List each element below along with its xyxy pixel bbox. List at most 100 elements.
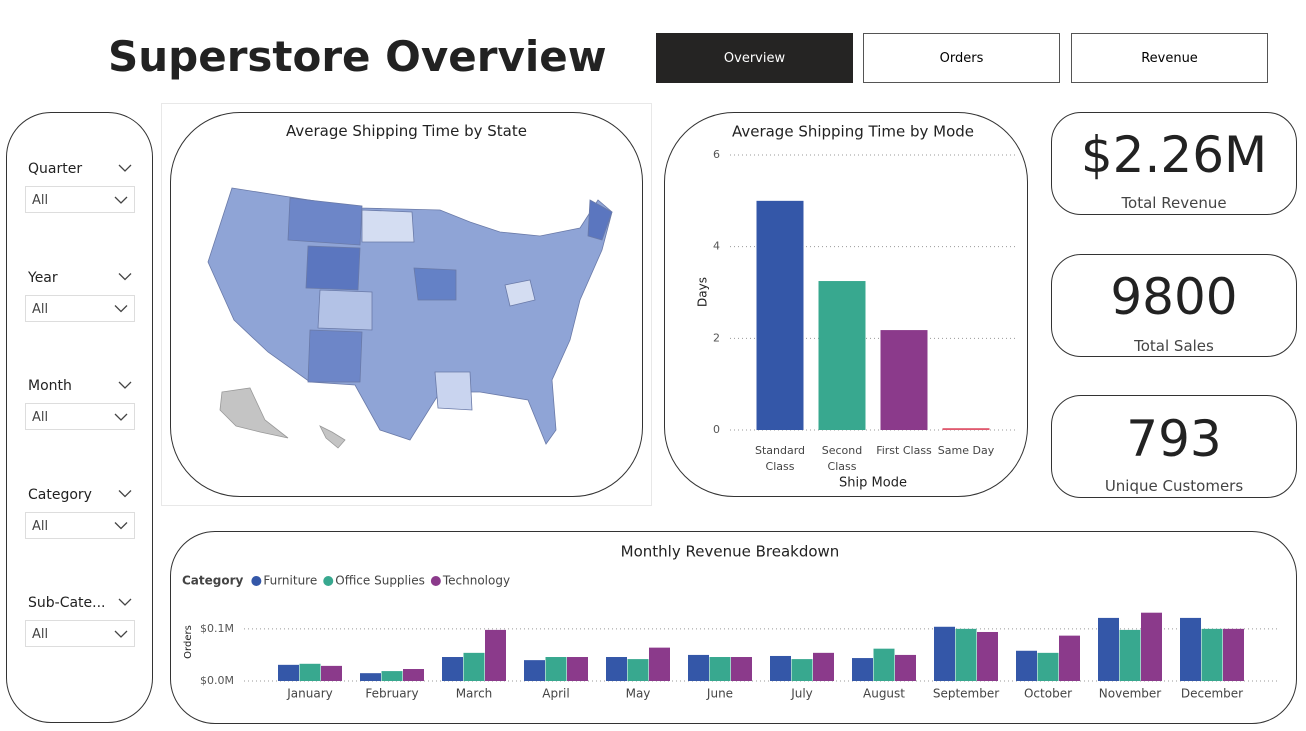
x-tick-label: May bbox=[626, 687, 651, 701]
filter-label: Category bbox=[28, 486, 92, 503]
bar bbox=[485, 629, 506, 681]
chevron bbox=[118, 490, 132, 498]
legend-title: Category bbox=[182, 574, 244, 588]
filter-dropdown[interactable]: All bbox=[25, 403, 135, 430]
bar bbox=[709, 657, 731, 681]
legend-marker bbox=[323, 576, 334, 586]
bar bbox=[756, 200, 804, 430]
x-axis-title: Ship Mode bbox=[839, 476, 907, 491]
legend-label: Technology bbox=[442, 574, 510, 588]
tab[interactable]: Overview bbox=[656, 33, 853, 83]
map-state bbox=[307, 329, 363, 383]
map-state bbox=[504, 279, 536, 307]
chart-title: Average Shipping Time by Mode bbox=[732, 123, 974, 141]
x-tick-label: August bbox=[863, 687, 905, 701]
bar bbox=[403, 669, 424, 681]
us-map bbox=[207, 187, 613, 449]
y-tick-label: $0.0M bbox=[200, 674, 234, 687]
bar bbox=[649, 647, 670, 681]
bar bbox=[299, 663, 321, 681]
chevron bbox=[114, 630, 128, 638]
bar bbox=[934, 626, 955, 681]
bar bbox=[873, 648, 895, 681]
bar bbox=[278, 664, 299, 681]
bar bbox=[545, 657, 567, 681]
legend-label: Office Supplies bbox=[335, 574, 425, 588]
x-tick-label: September bbox=[933, 687, 999, 701]
map-state bbox=[287, 197, 363, 246]
bar bbox=[1119, 629, 1141, 681]
bar bbox=[1223, 628, 1244, 681]
chevron bbox=[118, 164, 132, 172]
map-state bbox=[305, 245, 361, 291]
map-alaska bbox=[219, 387, 289, 439]
filter-panel bbox=[6, 112, 153, 723]
filter-label: Year bbox=[28, 269, 58, 286]
bar bbox=[1016, 650, 1037, 681]
x-tick-label: Same Day bbox=[937, 444, 995, 457]
y-tick-label: $0.1M bbox=[200, 622, 234, 635]
x-tick-label: July bbox=[790, 687, 813, 701]
filter-dropdown[interactable]: All bbox=[25, 294, 135, 322]
bar bbox=[818, 281, 866, 430]
bar bbox=[942, 428, 990, 430]
bar bbox=[688, 654, 709, 681]
bar bbox=[1059, 635, 1080, 681]
chevron bbox=[118, 381, 132, 389]
x-tick-label: January bbox=[286, 687, 333, 701]
bar bbox=[813, 652, 834, 681]
filter-dropdown[interactable]: All bbox=[25, 511, 135, 539]
kpi-label: Unique Customers bbox=[1104, 477, 1244, 495]
x-tick-label: First Class bbox=[876, 444, 932, 457]
kpi-value: 9800 bbox=[1110, 268, 1238, 326]
tab[interactable]: Orders bbox=[863, 33, 1060, 83]
map-hawaii bbox=[319, 425, 346, 449]
bar bbox=[1180, 617, 1201, 681]
kpi-value: $2.26M bbox=[1080, 126, 1268, 184]
bar bbox=[895, 654, 916, 681]
filter-label: Quarter bbox=[28, 161, 83, 177]
kpi-card bbox=[1051, 112, 1297, 215]
chevron bbox=[114, 305, 128, 313]
filter-dropdown[interactable]: All bbox=[25, 186, 135, 213]
x-tick-label: April bbox=[542, 687, 569, 701]
bar bbox=[627, 659, 649, 681]
bar bbox=[1098, 617, 1119, 681]
kpi-label: Total Revenue bbox=[1121, 194, 1227, 212]
filter-label: Month bbox=[28, 378, 72, 394]
kpi-card bbox=[1051, 395, 1297, 498]
bar bbox=[442, 657, 463, 681]
legend-marker bbox=[430, 576, 441, 586]
tab[interactable]: Revenue bbox=[1071, 33, 1268, 83]
x-tick-label: June bbox=[706, 687, 733, 701]
filter-dropdown[interactable]: All bbox=[25, 620, 135, 647]
map-title: Average Shipping Time by State bbox=[286, 122, 527, 140]
filter-label: Sub-Cate... bbox=[28, 595, 106, 611]
x-tick-label: December bbox=[1181, 687, 1243, 701]
y-tick-label: 6 bbox=[713, 148, 720, 161]
bar bbox=[321, 665, 342, 681]
bar bbox=[852, 658, 873, 681]
x-tick-label: October bbox=[1024, 687, 1072, 701]
kpi-label: Total Sales bbox=[1134, 337, 1214, 355]
y-axis-title: Orders bbox=[183, 625, 194, 659]
page-title: Superstore Overview bbox=[108, 32, 607, 81]
bar bbox=[381, 671, 403, 681]
map-state bbox=[361, 209, 415, 243]
y-tick-label: 0 bbox=[713, 423, 720, 436]
bar bbox=[977, 631, 998, 681]
y-tick-label: 4 bbox=[713, 240, 720, 253]
chevron bbox=[118, 598, 132, 606]
bar bbox=[770, 655, 791, 681]
bar bbox=[1141, 612, 1162, 681]
chevron bbox=[114, 413, 128, 421]
map-state bbox=[434, 371, 473, 411]
bar bbox=[880, 330, 928, 430]
x-tick-label: March bbox=[456, 687, 493, 701]
bar bbox=[731, 657, 752, 681]
map-state bbox=[413, 267, 457, 301]
y-tick-label: 2 bbox=[713, 331, 720, 344]
bar bbox=[463, 652, 485, 681]
bar bbox=[791, 659, 813, 681]
